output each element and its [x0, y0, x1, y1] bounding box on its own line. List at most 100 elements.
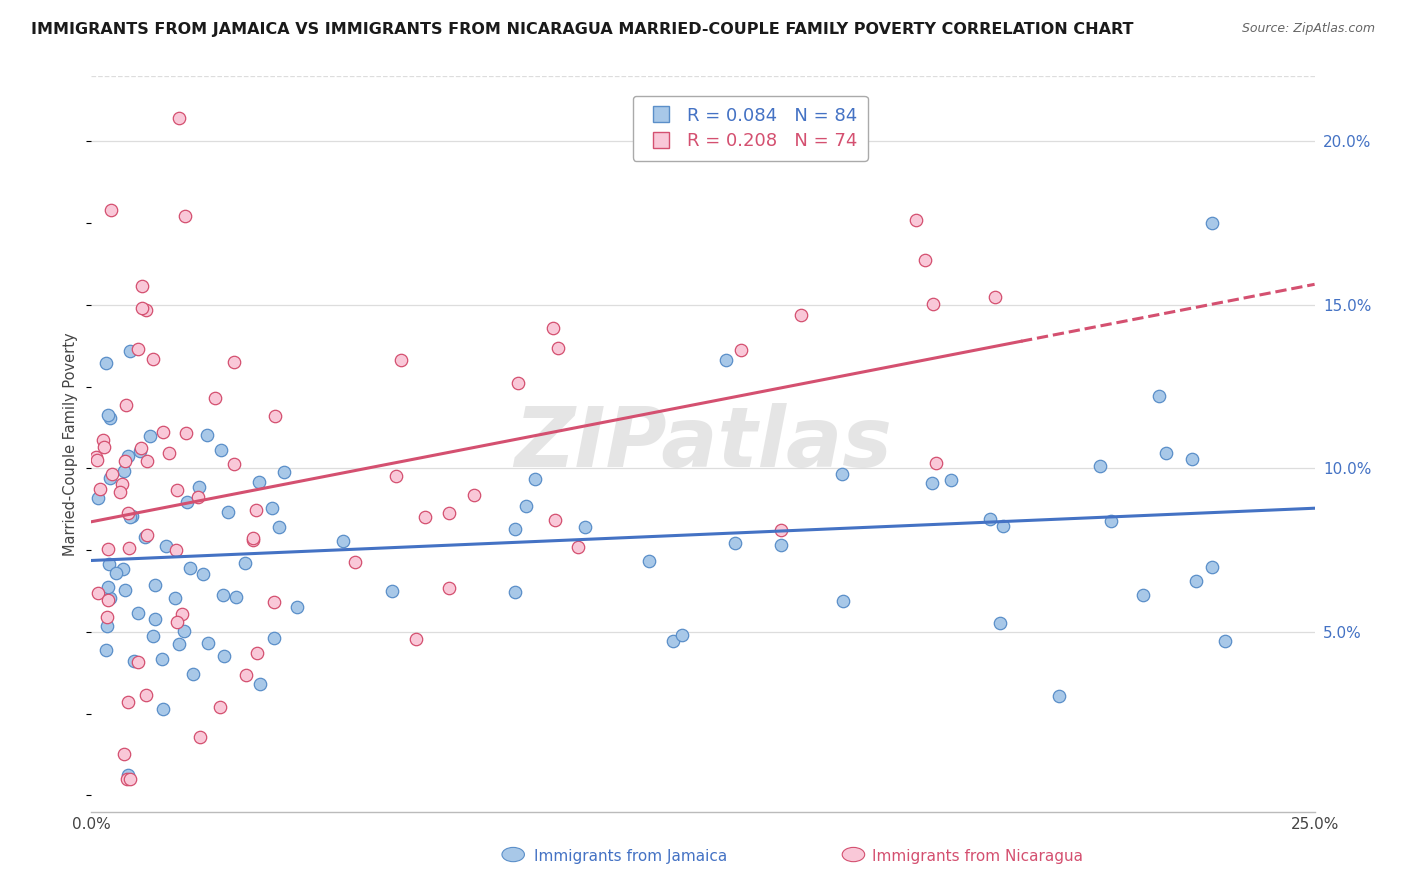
Point — [187, 480, 209, 494]
Point — [1213, 634, 1236, 648]
Point — [112, 562, 135, 576]
Point — [991, 519, 1014, 533]
Point — [503, 522, 526, 536]
Point — [831, 467, 853, 482]
Point — [1147, 389, 1170, 403]
Point — [128, 444, 150, 458]
Point — [173, 624, 195, 638]
Point — [120, 344, 142, 359]
Point — [188, 731, 211, 745]
Point — [124, 654, 146, 668]
Point — [638, 554, 661, 568]
Point — [117, 450, 139, 464]
Point — [120, 772, 142, 786]
Point — [108, 485, 131, 500]
Point — [939, 473, 962, 487]
Point — [405, 632, 427, 646]
Point — [165, 542, 187, 557]
Point — [127, 342, 149, 356]
Point — [157, 446, 180, 460]
Point — [142, 351, 165, 366]
Point — [269, 520, 291, 534]
Point — [437, 582, 460, 596]
Point — [921, 297, 943, 311]
Point — [914, 253, 936, 268]
Point — [86, 453, 108, 467]
Point — [222, 355, 245, 369]
Point — [111, 477, 134, 491]
Point — [166, 483, 188, 498]
Point — [179, 561, 201, 575]
Point — [1201, 559, 1223, 574]
Point — [724, 535, 747, 549]
Point — [242, 531, 264, 545]
Point — [117, 767, 139, 781]
Point — [97, 408, 120, 422]
Point — [1181, 451, 1204, 466]
Point — [166, 615, 188, 630]
Point — [671, 628, 693, 642]
Y-axis label: Married-Couple Family Poverty: Married-Couple Family Poverty — [63, 332, 79, 556]
Point — [167, 112, 190, 126]
Point — [246, 646, 269, 660]
Point — [105, 566, 128, 581]
Point — [101, 467, 124, 481]
Point — [211, 588, 233, 602]
Point — [925, 456, 948, 470]
Point — [96, 541, 118, 556]
Point — [100, 202, 122, 217]
Point — [114, 583, 136, 598]
Legend: R = 0.084   N = 84, R = 0.208   N = 74: R = 0.084 N = 84, R = 0.208 N = 74 — [633, 95, 868, 161]
Point — [143, 577, 166, 591]
Point — [96, 580, 118, 594]
Point — [117, 507, 139, 521]
Point — [135, 528, 157, 542]
Point — [567, 541, 589, 555]
Point — [98, 557, 121, 571]
Point — [235, 556, 257, 570]
Text: Immigrants from Jamaica: Immigrants from Jamaica — [534, 849, 727, 863]
Point — [174, 210, 197, 224]
Point — [135, 688, 157, 702]
Point — [437, 506, 460, 520]
Point — [98, 591, 121, 605]
Point — [1047, 689, 1070, 703]
Point — [143, 612, 166, 626]
Point — [152, 702, 174, 716]
Point — [1132, 588, 1154, 602]
Point — [730, 343, 752, 357]
Point — [415, 509, 437, 524]
Point — [218, 505, 240, 519]
Point — [142, 630, 165, 644]
Point — [503, 584, 526, 599]
Point — [93, 440, 115, 454]
Point — [204, 391, 226, 405]
Point — [285, 599, 308, 614]
Point — [515, 500, 537, 514]
Point — [547, 341, 569, 355]
Point — [209, 699, 232, 714]
Point — [714, 352, 737, 367]
Point — [574, 520, 596, 534]
Point — [84, 450, 107, 464]
Point — [524, 472, 547, 486]
Point — [191, 566, 214, 581]
Point — [242, 533, 264, 548]
Point — [769, 539, 792, 553]
Point — [921, 476, 943, 491]
Point — [235, 668, 257, 682]
Point — [983, 290, 1005, 304]
Point — [87, 586, 110, 600]
Point — [115, 772, 138, 786]
Point — [163, 591, 186, 606]
Point — [131, 301, 153, 315]
Point — [508, 376, 530, 390]
Point — [195, 427, 218, 442]
Point — [134, 530, 156, 544]
Point — [98, 410, 121, 425]
Point — [172, 607, 194, 622]
Point — [117, 695, 139, 709]
Point — [832, 593, 855, 607]
Point — [89, 482, 111, 496]
Point — [114, 454, 136, 468]
